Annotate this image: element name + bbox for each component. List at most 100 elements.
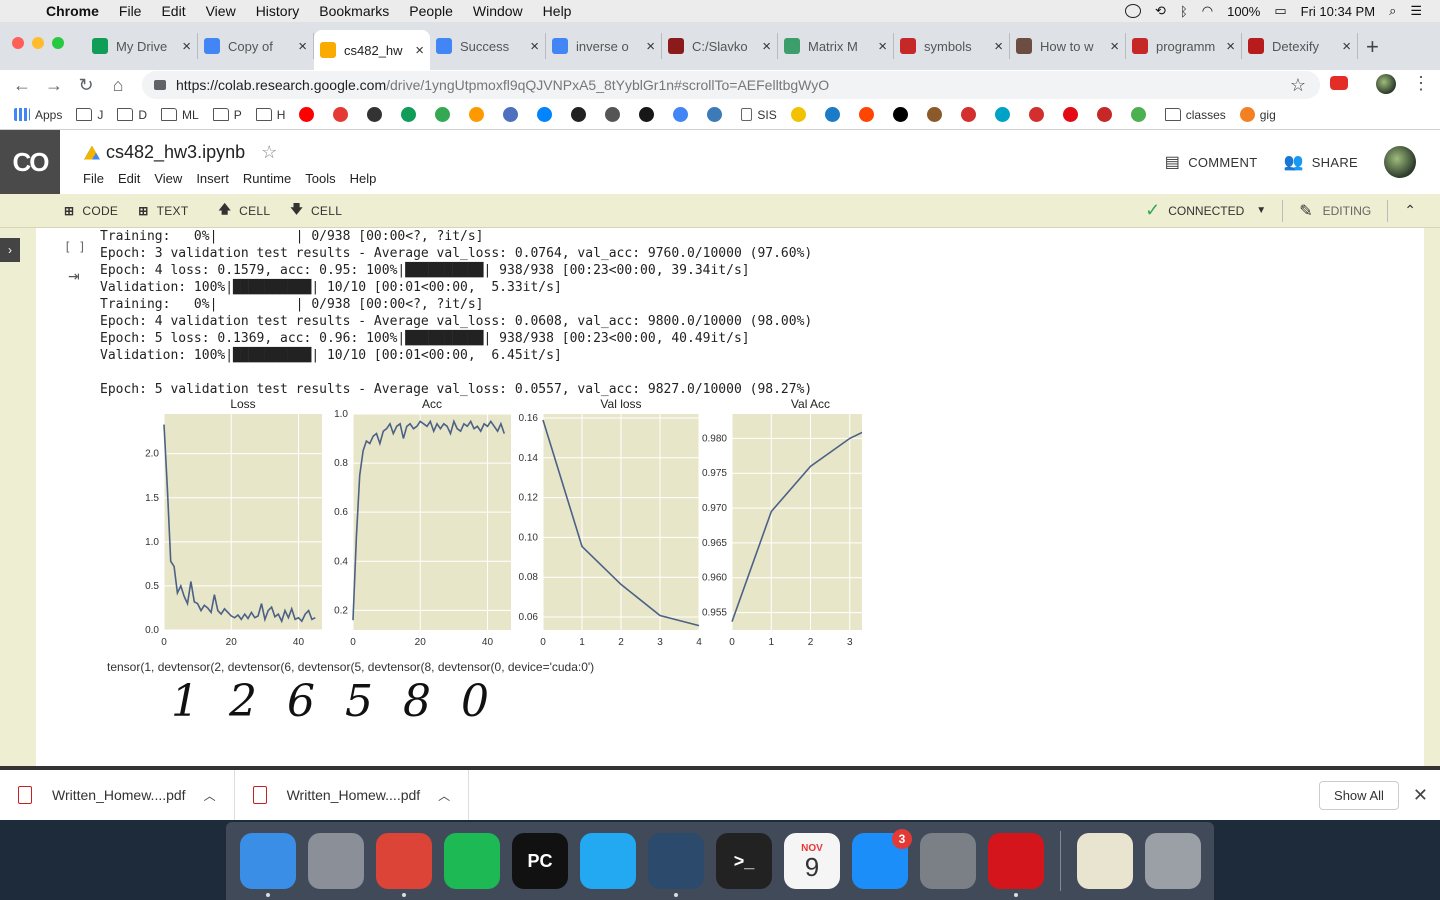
- bookmark-item[interactable]: [605, 107, 625, 122]
- launchpad-icon[interactable]: [308, 833, 364, 889]
- share-button[interactable]: 👥 SHARE: [1283, 152, 1358, 172]
- nb-menu-tools[interactable]: Tools: [305, 171, 336, 186]
- trash-icon[interactable]: [1145, 833, 1201, 889]
- comment-button[interactable]: ▤ COMMENT: [1165, 152, 1258, 172]
- download-item[interactable]: Written_Homew....pdf ︿: [235, 770, 470, 820]
- acrobat-icon[interactable]: [988, 833, 1044, 897]
- cell-run-button[interactable]: [ ]: [64, 240, 86, 254]
- bookmark-item[interactable]: [673, 107, 693, 122]
- terminal-icon[interactable]: >_: [716, 833, 772, 889]
- nb-menu-insert[interactable]: Insert: [196, 171, 229, 186]
- close-tab-icon[interactable]: ×: [1226, 37, 1235, 55]
- nb-menu-edit[interactable]: Edit: [117, 171, 141, 186]
- chevron-up-icon[interactable]: ︿: [438, 788, 451, 803]
- connected-status-button[interactable]: ✓ CONNECTED ▼: [1145, 200, 1266, 221]
- menu-history[interactable]: History: [255, 3, 300, 19]
- browser-tab[interactable]: How to w ×: [1010, 33, 1126, 59]
- output-actions-icon[interactable]: ⇥: [68, 268, 80, 284]
- finder-icon[interactable]: [240, 833, 296, 897]
- battery-percent[interactable]: 100%: [1227, 3, 1261, 19]
- back-button[interactable]: ←: [13, 74, 31, 95]
- bluetooth-icon[interactable]: ᛒ: [1179, 3, 1188, 19]
- bookmark-item[interactable]: [1062, 107, 1083, 122]
- close-tab-icon[interactable]: ×: [1342, 37, 1351, 55]
- bookmark-star-icon[interactable]: ☆: [1289, 74, 1306, 95]
- bookmark-item[interactable]: Apps: [14, 108, 62, 122]
- close-tab-icon[interactable]: ×: [1110, 37, 1119, 55]
- bookmark-item[interactable]: [1130, 107, 1151, 122]
- document-stack-icon[interactable]: [1077, 833, 1133, 889]
- menu-bookmarks[interactable]: Bookmarks: [319, 3, 390, 19]
- vscode-icon[interactable]: [580, 833, 636, 889]
- bookmark-item[interactable]: [790, 107, 811, 122]
- bookmark-item[interactable]: [1028, 107, 1049, 122]
- browser-tab[interactable]: Matrix M ×: [778, 33, 894, 59]
- editing-mode-button[interactable]: ✎ EDITING: [1299, 201, 1371, 221]
- browser-tab[interactable]: symbols ×: [894, 33, 1010, 59]
- new-tab-button[interactable]: +: [1366, 34, 1379, 59]
- close-tab-icon[interactable]: ×: [878, 37, 887, 55]
- close-tab-icon[interactable]: ×: [182, 37, 191, 55]
- bookmark-item[interactable]: [503, 107, 523, 122]
- browser-tab[interactable]: C:/Slavko ×: [662, 33, 778, 59]
- sidebar-expand-button[interactable]: ›: [0, 238, 20, 262]
- forward-button[interactable]: →: [45, 74, 63, 95]
- address-bar[interactable]: https://colab.research.google.com /drive…: [142, 71, 1320, 99]
- window-zoom-button[interactable]: [52, 37, 64, 49]
- chevron-up-icon[interactable]: ︿: [203, 788, 216, 803]
- bookmark-item[interactable]: [299, 107, 319, 122]
- add-code-button[interactable]: ⊞ CODE: [64, 204, 118, 218]
- lock-icon[interactable]: [154, 80, 166, 90]
- home-button[interactable]: ⌂: [112, 74, 124, 95]
- account-avatar[interactable]: [1384, 146, 1416, 178]
- move-cell-up-button[interactable]: 🡅 CELL: [218, 200, 270, 221]
- bookmark-item[interactable]: [639, 107, 659, 122]
- collapse-header-icon[interactable]: ⌃: [1404, 202, 1416, 218]
- chrome-icon[interactable]: [376, 833, 432, 897]
- close-download-bar-icon[interactable]: ✕: [1412, 784, 1428, 805]
- move-cell-down-button[interactable]: 🡇 CELL: [290, 200, 342, 221]
- bookmark-item[interactable]: [401, 107, 421, 122]
- spotify-icon[interactable]: [444, 833, 500, 889]
- bookmark-item[interactable]: [367, 107, 387, 122]
- profile-avatar[interactable]: [1376, 74, 1396, 94]
- bookmark-item[interactable]: D: [117, 108, 147, 122]
- bookmark-item[interactable]: [333, 107, 353, 122]
- time-machine-icon[interactable]: ⟲: [1155, 3, 1166, 18]
- nb-menu-runtime[interactable]: Runtime: [242, 171, 292, 186]
- menu-help[interactable]: Help: [542, 3, 572, 19]
- clock[interactable]: Fri 10:34 PM: [1300, 3, 1376, 19]
- menu-edit[interactable]: Edit: [161, 3, 186, 19]
- close-tab-icon[interactable]: ×: [530, 37, 539, 55]
- browser-tab[interactable]: Copy of ×: [198, 33, 314, 59]
- bookmark-item[interactable]: SIS: [741, 108, 777, 122]
- bookmark-item[interactable]: [892, 107, 913, 122]
- bookmark-item[interactable]: [1096, 107, 1117, 122]
- bookmark-item[interactable]: [960, 107, 981, 122]
- nb-menu-view[interactable]: View: [154, 171, 183, 186]
- browser-tab[interactable]: inverse o ×: [546, 33, 662, 59]
- bookmark-item[interactable]: classes: [1164, 108, 1226, 122]
- browser-tab[interactable]: My Drive ×: [86, 33, 198, 59]
- add-text-button[interactable]: ⊞ TEXT: [138, 204, 188, 218]
- browser-tab[interactable]: Success ×: [430, 33, 546, 59]
- download-item[interactable]: Written_Homew....pdf ︿: [0, 770, 235, 820]
- notebook-title[interactable]: cs482_hw3.ipynb: [106, 142, 246, 162]
- browser-tab[interactable]: programm ×: [1126, 33, 1242, 59]
- nb-menu-file[interactable]: File: [83, 171, 104, 186]
- mysql-workbench-icon[interactable]: [648, 833, 704, 897]
- bookmark-item[interactable]: [435, 107, 455, 122]
- extension-icon[interactable]: [1330, 76, 1348, 90]
- wifi-icon[interactable]: ◠: [1201, 3, 1214, 18]
- colab-logo[interactable]: CO: [0, 130, 60, 194]
- bookmark-item[interactable]: gig: [1239, 107, 1276, 122]
- window-close-button[interactable]: [12, 37, 24, 49]
- calendar-icon[interactable]: NOV 9: [784, 833, 840, 889]
- bookmark-item[interactable]: ML: [161, 108, 199, 122]
- star-icon[interactable]: ☆: [261, 142, 278, 162]
- browser-tab[interactable]: cs482_hw ×: [314, 30, 430, 70]
- close-tab-icon[interactable]: ×: [298, 37, 307, 55]
- bookmark-item[interactable]: [707, 107, 727, 122]
- browser-tab[interactable]: Detexify ×: [1242, 33, 1358, 59]
- window-minimize-button[interactable]: [32, 37, 44, 49]
